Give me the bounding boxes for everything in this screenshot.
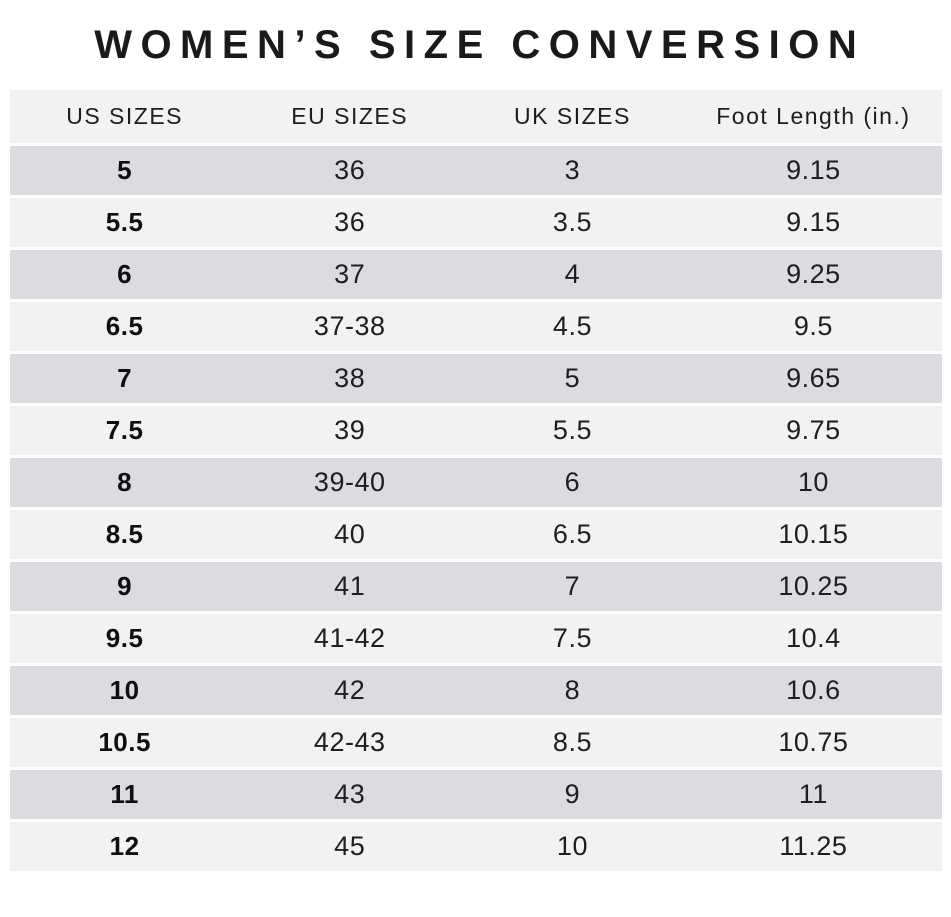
table-cell: 8: [460, 663, 685, 715]
table-row: 11 43 9 11: [10, 767, 942, 819]
table-cell: 5.5: [10, 195, 240, 247]
table-cell: 36: [239, 143, 461, 195]
table-cell: 10.15: [684, 507, 942, 559]
title-area: WOMEN’S SIZE CONVERSION: [0, 0, 951, 90]
table-cell: 12: [10, 819, 240, 871]
table-row: 6 37 4 9.25: [10, 247, 942, 299]
column-header: Foot Length (in.): [684, 90, 942, 143]
table-cell: 42: [239, 663, 461, 715]
table-cell: 9.5: [684, 299, 942, 351]
table-cell: 11: [10, 767, 240, 819]
table-cell: 41-42: [239, 611, 461, 663]
table-cell: 9.15: [684, 143, 942, 195]
table-cell: 7.5: [460, 611, 685, 663]
column-header: UK SIZES: [460, 90, 685, 143]
table-cell: 9.5: [10, 611, 240, 663]
table-cell: 9.25: [684, 247, 942, 299]
table-row: 12 45 10 11.25: [10, 819, 942, 871]
table-cell: 6: [460, 455, 685, 507]
table-body: 5 36 3 9.15 5.5 36 3.5 9.15 6 37 4 9.25 6.5 37-38 4.5 9…: [10, 143, 942, 871]
table-row: 6.5 37-38 4.5 9.5: [10, 299, 942, 351]
column-header: EU SIZES: [239, 90, 461, 143]
table-cell: 8.5: [460, 715, 685, 767]
table-cell: 9.15: [684, 195, 942, 247]
table-cell: 10: [684, 455, 942, 507]
page-title: WOMEN’S SIZE CONVERSION: [94, 22, 866, 67]
table-cell: 10.5: [10, 715, 240, 767]
table-row: 9 41 7 10.25: [10, 559, 942, 611]
table-cell: 39: [239, 403, 461, 455]
table-row: 10 42 8 10.6: [10, 663, 942, 715]
table-cell: 10: [10, 663, 240, 715]
table-cell: 7: [460, 559, 685, 611]
table-cell: 43: [239, 767, 461, 819]
table-row: 5.5 36 3.5 9.15: [10, 195, 942, 247]
table-row: 10.5 42-43 8.5 10.75: [10, 715, 942, 767]
table-cell: 45: [239, 819, 461, 871]
size-conversion-table: US SIZES EU SIZES UK SIZES Foot Length (in.…: [10, 90, 942, 871]
header-row: US SIZES EU SIZES UK SIZES Foot Length (in.…: [10, 90, 942, 143]
table-cell: 37: [239, 247, 461, 299]
table-row: 8.5 40 6.5 10.15: [10, 507, 942, 559]
table-row: 9.5 41-42 7.5 10.4: [10, 611, 942, 663]
table-cell: 10.4: [684, 611, 942, 663]
table-cell: 10.6: [684, 663, 942, 715]
table-cell: 5: [460, 351, 685, 403]
table-cell: 9: [460, 767, 685, 819]
table-cell: 6: [10, 247, 240, 299]
table-cell: 40: [239, 507, 461, 559]
table-cell: 42-43: [239, 715, 461, 767]
table-cell: 41: [239, 559, 461, 611]
table-row: 5 36 3 9.15: [10, 143, 942, 195]
table-cell: 5: [10, 143, 240, 195]
table-cell: 6.5: [460, 507, 685, 559]
table-cell: 38: [239, 351, 461, 403]
table-cell: 11: [684, 767, 942, 819]
table-row: 7 38 5 9.65: [10, 351, 942, 403]
table-cell: 9.75: [684, 403, 942, 455]
table-cell: 10: [460, 819, 685, 871]
table-cell: 8: [10, 455, 240, 507]
table-cell: 10.25: [684, 559, 942, 611]
table-cell: 6.5: [10, 299, 240, 351]
table-cell: 9: [10, 559, 240, 611]
table-cell: 8.5: [10, 507, 240, 559]
table-row: 8 39-40 6 10: [10, 455, 942, 507]
table-cell: 7.5: [10, 403, 240, 455]
table-cell: 9.65: [684, 351, 942, 403]
table-cell: 11.25: [684, 819, 942, 871]
table-cell: 7: [10, 351, 240, 403]
table-cell: 4: [460, 247, 685, 299]
table-cell: 10.75: [684, 715, 942, 767]
table-cell: 39-40: [239, 455, 461, 507]
column-header: US SIZES: [10, 90, 240, 143]
table-header: US SIZES EU SIZES UK SIZES Foot Length (in.…: [10, 90, 942, 143]
table-cell: 36: [239, 195, 461, 247]
table-cell: 5.5: [460, 403, 685, 455]
table-cell: 4.5: [460, 299, 685, 351]
table-cell: 37-38: [239, 299, 461, 351]
table-row: 7.5 39 5.5 9.75: [10, 403, 942, 455]
table-cell: 3: [460, 143, 685, 195]
table-cell: 3.5: [460, 195, 685, 247]
